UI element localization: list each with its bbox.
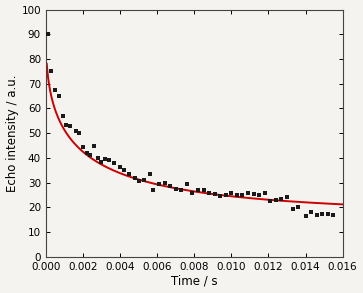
Point xyxy=(95,156,101,160)
Point xyxy=(217,194,223,199)
Point xyxy=(67,123,73,128)
Point xyxy=(268,199,273,204)
X-axis label: Time / s: Time / s xyxy=(171,275,217,287)
Point xyxy=(178,188,184,193)
Point xyxy=(99,159,105,164)
Point xyxy=(60,113,65,118)
Point xyxy=(303,214,309,218)
Point xyxy=(184,182,190,186)
Point xyxy=(167,184,173,189)
Point xyxy=(156,182,162,186)
Point xyxy=(49,69,54,74)
Point xyxy=(195,188,201,193)
Point xyxy=(121,168,127,173)
Point xyxy=(290,206,295,211)
Point xyxy=(141,178,147,183)
Point xyxy=(52,88,58,92)
Point xyxy=(245,190,251,195)
Point xyxy=(102,157,108,161)
Point xyxy=(314,212,319,217)
Point xyxy=(330,212,336,217)
Point xyxy=(201,188,207,193)
Point xyxy=(189,190,195,195)
Point xyxy=(80,144,86,149)
Point xyxy=(173,186,179,191)
Point xyxy=(206,190,212,195)
Point xyxy=(136,179,142,184)
Point xyxy=(308,210,314,215)
Y-axis label: Echo intensity / a.u.: Echo intensity / a.u. xyxy=(5,74,19,192)
Point xyxy=(73,128,78,133)
Point xyxy=(132,175,138,180)
Point xyxy=(63,122,69,127)
Point xyxy=(262,190,268,195)
Point xyxy=(117,164,123,169)
Point xyxy=(111,161,117,165)
Point xyxy=(251,191,257,196)
Point xyxy=(84,151,90,155)
Point xyxy=(87,153,93,158)
Point xyxy=(284,195,290,200)
Point xyxy=(147,172,152,176)
Point xyxy=(151,188,156,193)
Point xyxy=(295,205,301,210)
Point xyxy=(319,211,325,216)
Point xyxy=(240,193,245,197)
Point xyxy=(45,32,50,37)
Point xyxy=(56,94,62,98)
Point xyxy=(162,180,167,185)
Point xyxy=(325,211,331,216)
Point xyxy=(106,158,112,163)
Point xyxy=(223,193,229,197)
Point xyxy=(76,131,82,136)
Point xyxy=(278,196,284,201)
Point xyxy=(91,143,97,148)
Point xyxy=(212,191,217,196)
Point xyxy=(126,172,132,176)
Point xyxy=(234,193,240,197)
Point xyxy=(256,193,262,197)
Point xyxy=(273,197,279,202)
Point xyxy=(228,190,234,195)
